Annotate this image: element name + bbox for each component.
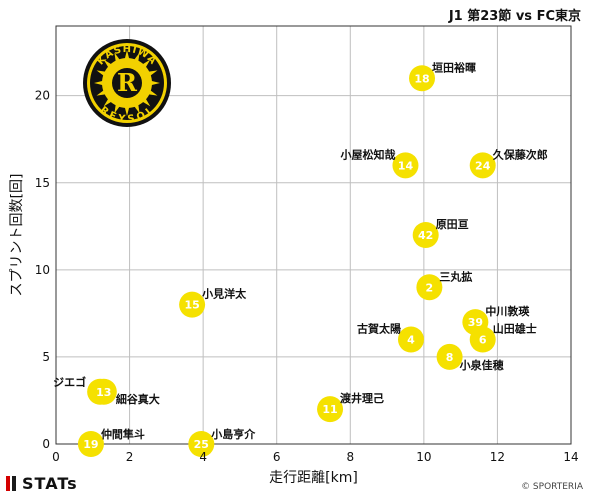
player-number: 8	[446, 351, 454, 364]
point-marker	[412, 222, 439, 248]
x-tick-label: 4	[199, 450, 207, 464]
x-tick-label: 0	[52, 450, 60, 464]
player-number: 4	[407, 334, 415, 347]
point-marker	[397, 326, 424, 353]
player-name-label: 垣田裕暉	[432, 60, 476, 74]
player-number: 25	[194, 438, 209, 451]
stats-mark-black-icon	[12, 475, 16, 491]
player-name-label: 小島亨介	[210, 427, 256, 441]
x-axis-label: 走行距離[km]	[269, 469, 358, 486]
player-number: 2	[426, 281, 434, 294]
point-marker	[90, 378, 117, 405]
player-number: 6	[479, 334, 487, 347]
player-name-label: ジエゴ	[53, 375, 86, 389]
player-number: 39	[468, 316, 483, 329]
data-point: 6 山田雄士	[469, 322, 537, 353]
player-name-label: 小泉佳穂	[459, 358, 504, 372]
x-tick-label: 6	[273, 450, 281, 464]
point-marker	[409, 65, 436, 92]
player-name-label: 三丸拡	[439, 269, 472, 283]
data-point: 13 細谷真大	[90, 378, 160, 406]
point-marker	[392, 152, 419, 179]
y-tick-label: 10	[35, 263, 50, 277]
data-point: 2 三丸拡	[416, 269, 472, 301]
y-axis-label: スプリント回数[回]	[9, 174, 25, 297]
point-marker	[469, 152, 496, 179]
x-tick-label: 10	[416, 450, 431, 464]
player-name-label: 仲間隼斗	[101, 427, 145, 441]
y-tick-label: 0	[42, 437, 50, 451]
player-name-label: 山田雄士	[493, 322, 537, 336]
player-number: 19	[83, 438, 98, 451]
point-marker	[436, 343, 463, 370]
plot-frame	[55, 25, 572, 445]
point-marker	[469, 326, 496, 353]
player-name-label: 原田亘	[436, 218, 469, 231]
sporteria-credit: © SPORTERIA	[521, 482, 583, 492]
player-name-label: 渡井理己	[340, 391, 384, 405]
player-name-label: 細谷真大	[116, 392, 160, 406]
x-tick-label: 8	[346, 450, 354, 464]
stats-logo: STATs	[6, 473, 78, 493]
kashiwa-reysol-logo-icon: R KASHIWA REYSOL	[83, 39, 171, 127]
match-title: J1 第23節 vs FC東京	[448, 9, 581, 24]
x-tick-label: 14	[563, 450, 578, 464]
data-point: 4 古賀太陽	[357, 322, 424, 353]
point-marker	[77, 431, 104, 457]
y-tick-label: 5	[42, 350, 50, 364]
x-tick-label: 12	[490, 450, 505, 464]
stats-mark-red-icon	[6, 475, 10, 491]
y-tick-label: 15	[35, 176, 50, 190]
player-number: 14	[398, 159, 414, 172]
player-number: 24	[475, 159, 491, 172]
data-point: 8 小泉佳穂	[436, 343, 504, 372]
player-name-label: 小屋松知哉	[339, 147, 395, 161]
point-marker	[317, 396, 344, 423]
player-number: 11	[322, 403, 337, 416]
point-marker	[188, 431, 215, 457]
player-number: 18	[414, 72, 429, 85]
player-number: 15	[184, 299, 199, 312]
player-name-label: 小見洋太	[201, 287, 247, 301]
point-marker	[416, 274, 443, 301]
stats-brand: STATs	[22, 473, 78, 493]
player-name-label: 古賀太陽	[357, 322, 401, 336]
x-tick-label: 2	[126, 450, 134, 464]
point-marker	[179, 291, 206, 318]
player-number: 13	[96, 386, 111, 399]
player-name-label: 中川敦瑛	[485, 304, 530, 318]
player-name-label: 久保藤次郎	[493, 147, 548, 161]
logo-letter: R	[117, 68, 138, 97]
y-tick-label: 20	[35, 89, 50, 103]
player-number: 42	[418, 229, 433, 242]
